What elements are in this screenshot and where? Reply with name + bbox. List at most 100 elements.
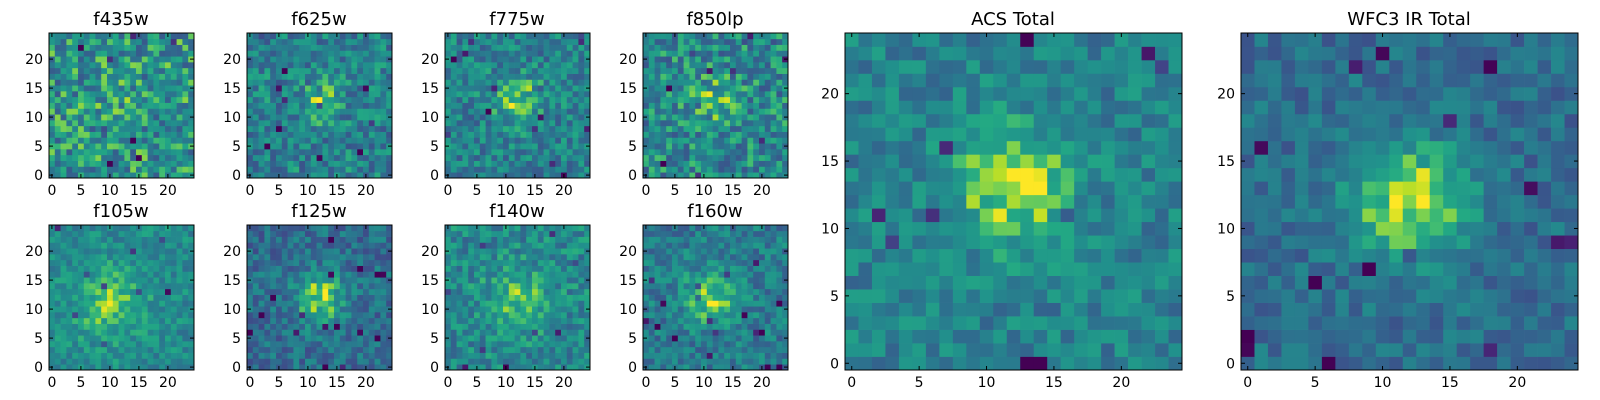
- heatmap-cell: [159, 62, 166, 69]
- heatmap-cell: [759, 96, 766, 103]
- heatmap-cell: [118, 125, 125, 132]
- heatmap-cell: [572, 172, 579, 179]
- heatmap-cell: [759, 329, 766, 336]
- heatmap-cell: [136, 248, 143, 255]
- heatmap-cell: [130, 131, 137, 138]
- heatmap-cell: [176, 294, 183, 301]
- heatmap-cell: [776, 154, 783, 161]
- heatmap-cell: [252, 73, 259, 80]
- heatmap-cell: [374, 346, 381, 353]
- heatmap-cell: [322, 277, 329, 284]
- heatmap-cell: [677, 341, 684, 348]
- heatmap-cell: [450, 312, 457, 319]
- heatmap-cell: [95, 352, 102, 359]
- heatmap-cell: [491, 335, 498, 342]
- heatmap-cell: [252, 79, 259, 86]
- heatmap-cell: [468, 225, 475, 232]
- heatmap-cell: [293, 56, 300, 63]
- heatmap-cell: [520, 102, 527, 109]
- heatmap-cell: [450, 300, 457, 307]
- heatmap-cell: [328, 172, 335, 179]
- heatmap-cell: [136, 102, 143, 109]
- heatmap-cell: [322, 230, 329, 237]
- heatmap-cell: [561, 306, 568, 313]
- heatmap-cell: [287, 67, 294, 74]
- heatmap-cell: [514, 108, 521, 115]
- heatmap-cell: [445, 312, 452, 319]
- heatmap-cell: [468, 288, 475, 295]
- heatmap-cell: [124, 288, 131, 295]
- heatmap-cell: [316, 96, 323, 103]
- heatmap-cell: [770, 358, 777, 365]
- axes-frame: [48, 32, 195, 179]
- heatmap-cell: [83, 56, 90, 63]
- heatmap-cell: [735, 96, 742, 103]
- heatmap-cell: [730, 44, 737, 51]
- heatmap-cell: [95, 143, 102, 150]
- heatmap-cell: [537, 277, 544, 284]
- heatmap-cell: [147, 62, 154, 69]
- heatmap-cell: [153, 346, 160, 353]
- heatmap-cell: [124, 265, 131, 272]
- heatmap-cell: [281, 38, 288, 45]
- heatmap-cell: [566, 259, 573, 266]
- heatmap-cell: [357, 79, 364, 86]
- heatmap-cell: [101, 254, 108, 261]
- heatmap-cell: [141, 254, 148, 261]
- heatmap-cell: [252, 56, 259, 63]
- heatmap-cell: [60, 114, 67, 121]
- heatmap-cell: [293, 143, 300, 150]
- heatmap-cell: [264, 335, 271, 342]
- heatmap-cell: [747, 358, 754, 365]
- heatmap-cell: [363, 143, 370, 150]
- heatmap-cell: [445, 341, 452, 348]
- heatmap-cell: [270, 277, 277, 284]
- heatmap-cell: [508, 33, 515, 40]
- heatmap-cell: [276, 248, 283, 255]
- heatmap-cell: [276, 73, 283, 80]
- heatmap-cell: [701, 120, 708, 127]
- heatmap-cell: [305, 85, 312, 92]
- heatmap-cell: [555, 254, 562, 261]
- heatmap-cell: [339, 265, 346, 272]
- heatmap-cell: [141, 300, 148, 307]
- heatmap-cell: [474, 335, 481, 342]
- heatmap-cell: [520, 352, 527, 359]
- heatmap-cell: [159, 56, 166, 63]
- heatmap-cell: [380, 56, 387, 63]
- heatmap-cell: [374, 154, 381, 161]
- heatmap-cell: [153, 248, 160, 255]
- heatmap-cell: [147, 172, 154, 179]
- heatmap-cell: [474, 294, 481, 301]
- heatmap-cell: [724, 154, 731, 161]
- heatmap-cell: [672, 131, 679, 138]
- heatmap-cell: [706, 160, 713, 167]
- heatmap-cell: [526, 317, 533, 324]
- heatmap-cell: [474, 288, 481, 295]
- heatmap-cell: [485, 312, 492, 319]
- heatmap-cell: [83, 271, 90, 278]
- heatmap-cell: [386, 242, 393, 249]
- heatmap-cell: [456, 358, 463, 365]
- heatmap-cell: [561, 44, 568, 51]
- heatmap-cell: [462, 242, 469, 249]
- heatmap-cell: [654, 154, 661, 161]
- heatmap-cell: [345, 306, 352, 313]
- heatmap-cell: [334, 114, 341, 121]
- heatmap-cell: [252, 317, 259, 324]
- heatmap-cell: [468, 329, 475, 336]
- heatmap-cell: [672, 341, 679, 348]
- heatmap-cell: [334, 44, 341, 51]
- heatmap-cell: [334, 62, 341, 69]
- heatmap-cell: [520, 358, 527, 365]
- heatmap-cell: [701, 358, 708, 365]
- heatmap-cell: [689, 323, 696, 330]
- heatmap-cell: [247, 242, 254, 249]
- heatmap-cell: [130, 85, 137, 92]
- heatmap-cell: [584, 352, 591, 359]
- heatmap-cell: [322, 254, 329, 261]
- heatmap-cell: [689, 85, 696, 92]
- heatmap-cell: [648, 108, 655, 115]
- heatmap-cell: [159, 225, 166, 232]
